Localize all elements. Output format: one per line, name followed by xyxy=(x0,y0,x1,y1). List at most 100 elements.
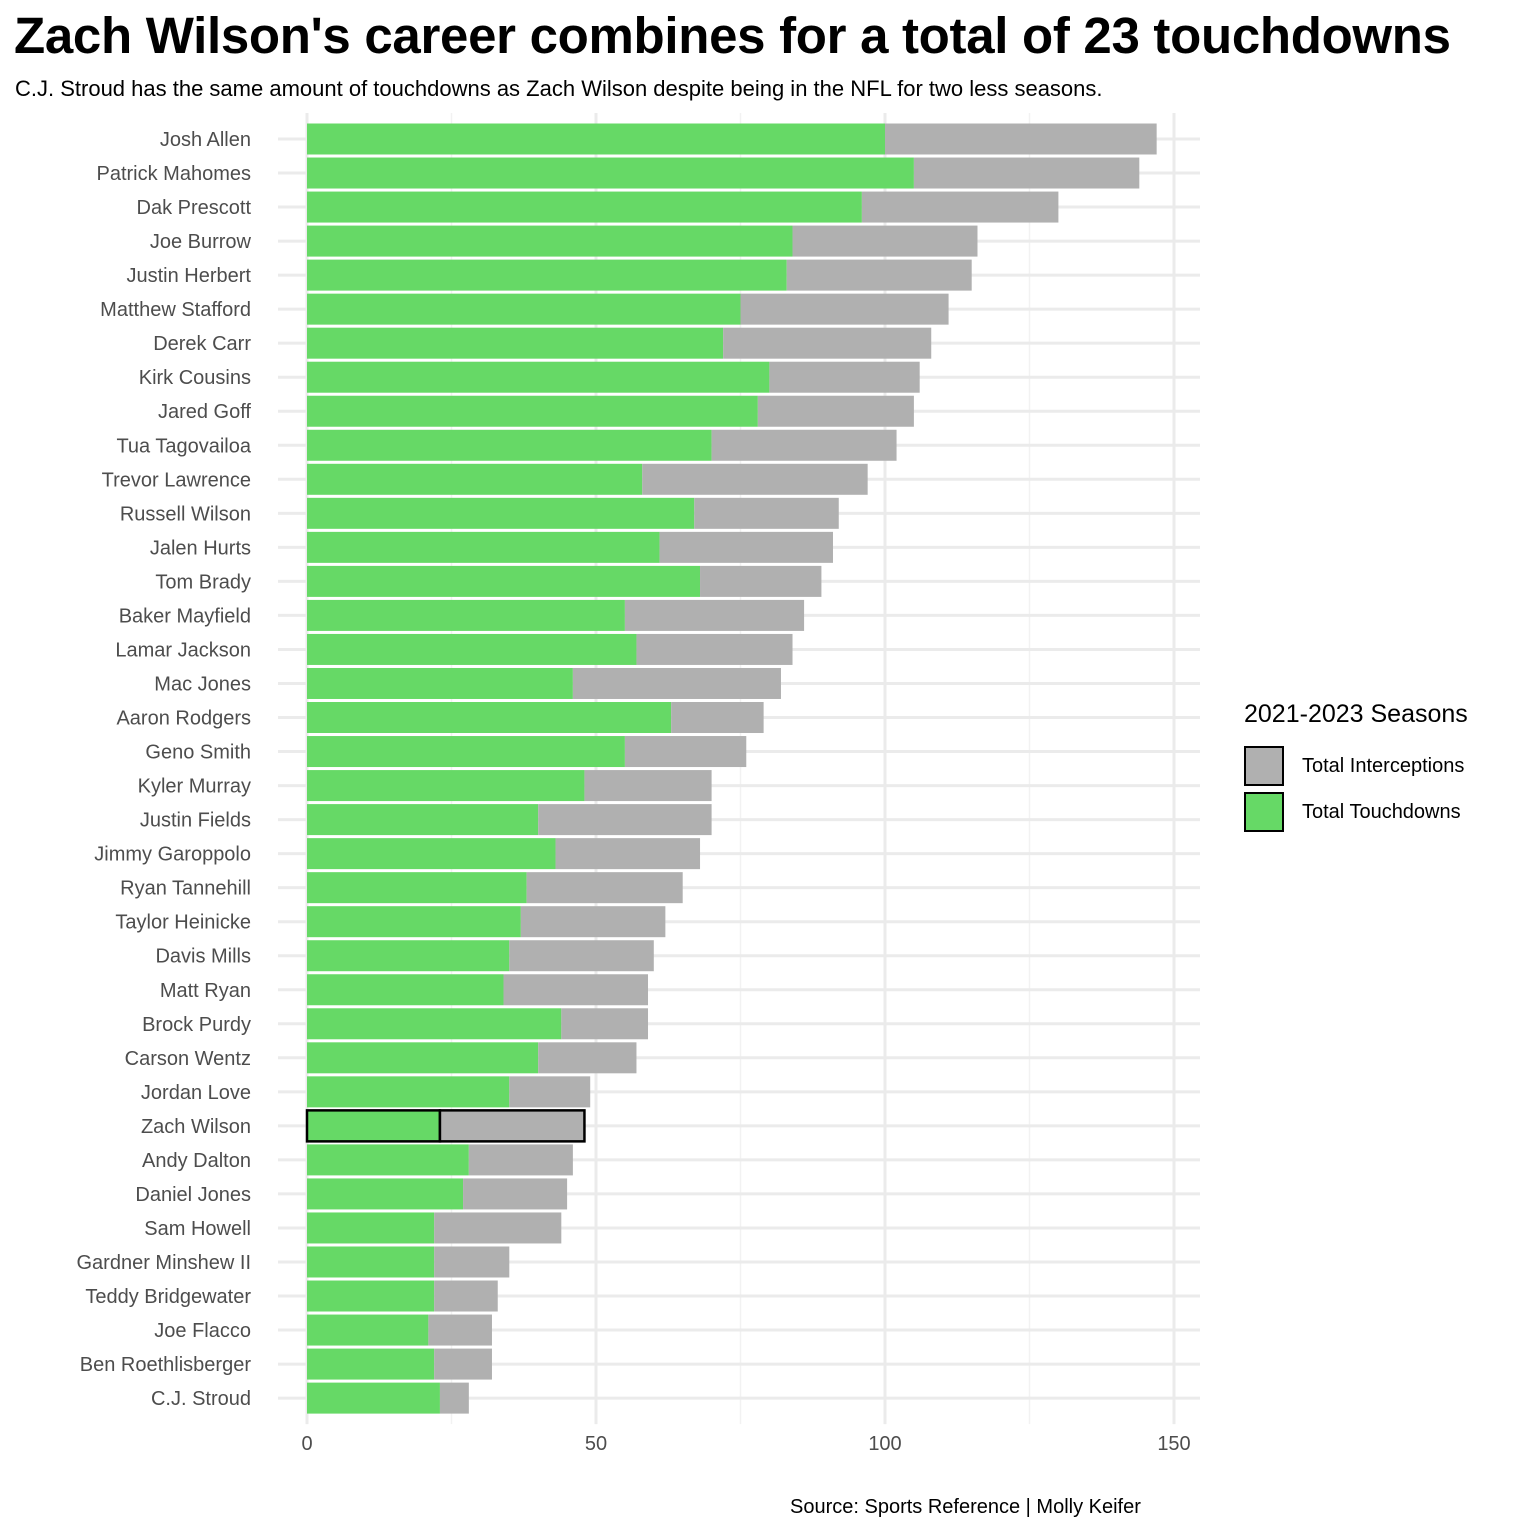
bar-touchdowns xyxy=(307,702,672,734)
y-tick-label: Carson Wentz xyxy=(125,1048,251,1070)
y-tick-label: Josh Allen xyxy=(160,129,251,151)
x-tick-label: 100 xyxy=(868,1433,901,1455)
bar-touchdowns xyxy=(307,497,695,529)
bar-interceptions xyxy=(438,1109,586,1143)
bar-touchdowns xyxy=(307,463,643,495)
y-tick-label: Teddy Bridgewater xyxy=(85,1286,251,1308)
bar-touchdowns xyxy=(307,1076,510,1108)
bar-touchdowns xyxy=(307,1280,435,1312)
y-tick-label: Lamar Jackson xyxy=(115,639,251,661)
y-tick-label: Davis Mills xyxy=(155,946,251,968)
legend: 2021-2023 Seasons Total Interceptions To… xyxy=(1244,700,1468,835)
legend-label-touchdowns: Total Touchdowns xyxy=(1302,800,1461,823)
chart-title: Zach Wilson's career combines for a tota… xyxy=(14,7,1451,64)
bar-touchdowns xyxy=(307,974,504,1006)
y-tick-label: Taylor Heinicke xyxy=(115,912,251,934)
bar-interceptions xyxy=(723,327,932,359)
bar-interceptions xyxy=(538,1042,637,1074)
bar-interceptions xyxy=(509,940,654,972)
bar-touchdowns xyxy=(305,1109,442,1143)
bar-layer xyxy=(305,123,1157,1414)
y-tick-label: Matthew Stafford xyxy=(100,299,251,321)
bar-interceptions xyxy=(572,667,781,699)
bar-interceptions xyxy=(468,1144,573,1176)
bar-touchdowns xyxy=(307,1178,464,1210)
bar-interceptions xyxy=(463,1178,568,1210)
y-tick-label: Tom Brady xyxy=(155,571,251,593)
bar-interceptions xyxy=(636,633,793,665)
bar-touchdowns xyxy=(307,1382,440,1414)
bar-interceptions xyxy=(434,1212,562,1244)
chart-caption: Source: Sports Reference | Molly Keifer xyxy=(790,1496,1141,1518)
bar-interceptions xyxy=(439,1382,469,1414)
label-layer: Josh Allen Patrick Mahomes Dak Prescott Joe… xyxy=(76,129,1190,1455)
legend-swatch-interceptions xyxy=(1244,746,1284,786)
y-tick-label: Daniel Jones xyxy=(135,1184,251,1206)
bar-interceptions xyxy=(503,974,649,1006)
bar-interceptions xyxy=(885,123,1157,155)
bar-touchdowns xyxy=(307,361,770,393)
y-tick-label: Joe Flacco xyxy=(154,1320,251,1342)
bar-touchdowns xyxy=(307,599,625,631)
bar-touchdowns xyxy=(307,1246,435,1278)
bar-touchdowns xyxy=(307,327,724,359)
bar-touchdowns xyxy=(307,838,556,870)
y-tick-label: Derek Carr xyxy=(153,333,251,355)
y-tick-label: Justin Fields xyxy=(140,810,251,832)
bar-interceptions xyxy=(561,1008,649,1040)
bar-interceptions xyxy=(434,1246,510,1278)
bar-interceptions xyxy=(584,770,712,802)
bar-interceptions xyxy=(434,1280,498,1312)
y-tick-label: Sam Howell xyxy=(144,1218,251,1240)
bar-touchdowns xyxy=(307,1212,435,1244)
y-tick-label: Kirk Cousins xyxy=(139,367,251,389)
bar-touchdowns xyxy=(307,770,585,802)
bar-touchdowns xyxy=(307,906,521,938)
x-tick-label: 150 xyxy=(1157,1433,1190,1455)
y-tick-label: Tua Tagovailoa xyxy=(116,435,251,457)
bar-interceptions xyxy=(700,565,822,597)
bar-touchdowns xyxy=(307,259,787,291)
bar-touchdowns xyxy=(307,1348,435,1380)
bar-touchdowns xyxy=(307,940,510,972)
bar-touchdowns xyxy=(307,667,573,699)
legend-title: 2021-2023 Seasons xyxy=(1244,700,1468,728)
bar-interceptions xyxy=(792,225,978,257)
bar-touchdowns xyxy=(307,123,885,155)
bar-touchdowns xyxy=(307,531,660,563)
bar-interceptions xyxy=(786,259,972,291)
bar-interceptions xyxy=(659,531,833,563)
bar-interceptions xyxy=(769,361,920,393)
bar-touchdowns xyxy=(307,736,625,768)
bar-touchdowns xyxy=(307,293,741,325)
y-tick-label: Mac Jones xyxy=(154,673,251,695)
bar-interceptions xyxy=(757,395,914,427)
y-tick-label: C.J. Stroud xyxy=(151,1388,251,1410)
y-tick-label: Andy Dalton xyxy=(142,1150,251,1172)
bar-interceptions xyxy=(428,1314,492,1346)
y-tick-label: Justin Herbert xyxy=(127,265,252,287)
y-tick-label: Brock Purdy xyxy=(142,1014,251,1036)
legend-item-touchdowns: Total Touchdowns xyxy=(1244,789,1468,835)
bar-interceptions xyxy=(711,429,897,461)
y-tick-label: Jordan Love xyxy=(141,1082,251,1104)
bar-touchdowns xyxy=(307,395,758,427)
bar-touchdowns xyxy=(307,804,539,836)
y-tick-label: Matt Ryan xyxy=(160,980,251,1002)
y-tick-label: Joe Burrow xyxy=(150,231,252,253)
bar-touchdowns xyxy=(307,225,793,257)
bar-touchdowns xyxy=(307,872,527,904)
y-tick-label: Zach Wilson xyxy=(141,1116,251,1138)
bar-interceptions xyxy=(694,497,839,529)
bar-touchdowns xyxy=(307,191,862,223)
y-tick-label: Geno Smith xyxy=(145,742,251,764)
legend-swatch-touchdowns xyxy=(1244,792,1284,832)
y-tick-label: Russell Wilson xyxy=(120,503,251,525)
y-tick-label: Aaron Rodgers xyxy=(116,708,251,730)
bar-interceptions xyxy=(538,804,712,836)
y-tick-label: Jared Goff xyxy=(158,401,251,423)
bar-interceptions xyxy=(861,191,1059,223)
y-tick-label: Jalen Hurts xyxy=(150,537,251,559)
bar-interceptions xyxy=(913,157,1140,189)
